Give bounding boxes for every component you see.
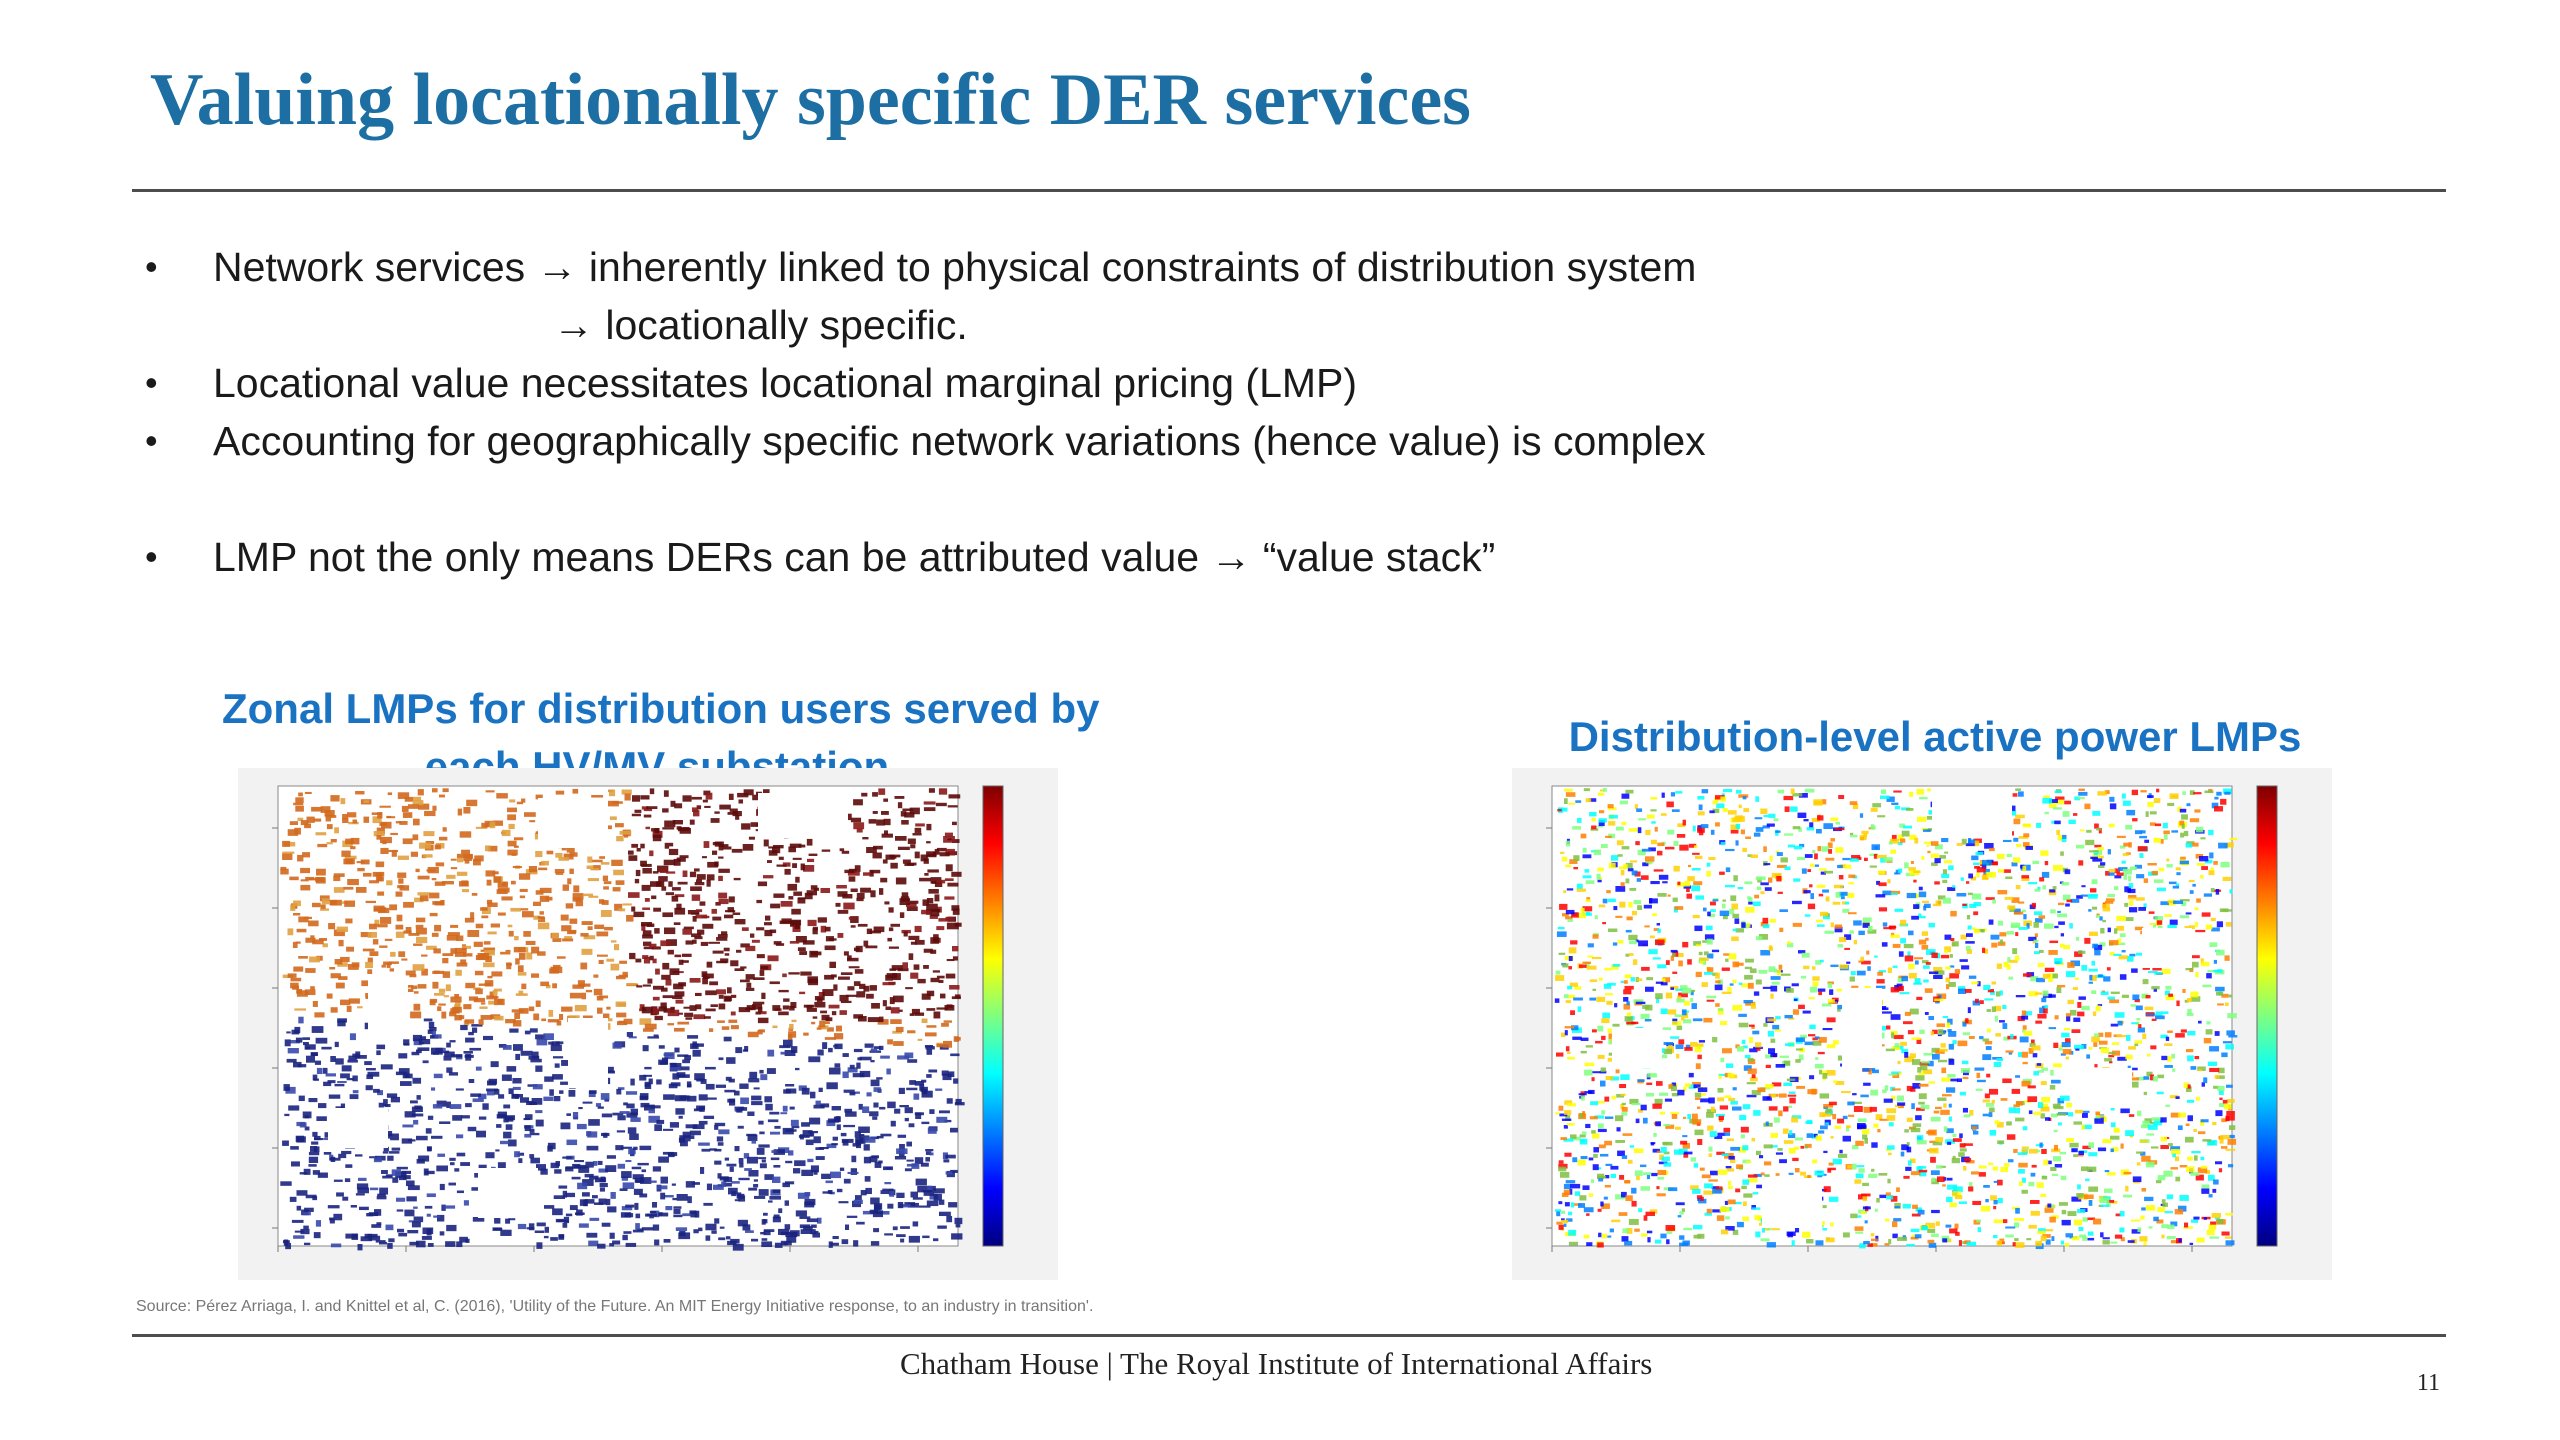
bullet-text: Locational value necessitates locational… bbox=[213, 360, 1358, 406]
bullet-text: “value stack” bbox=[1251, 534, 1496, 580]
active-power-lmp-figure-title: Distribution-level active power LMPs bbox=[1568, 713, 2302, 760]
figure-title-line: Zonal LMPs for distribution users served… bbox=[222, 685, 1100, 732]
bullet-item: • Accounting for geographically specific … bbox=[145, 412, 1706, 470]
active-power-lmp-map bbox=[1512, 768, 2332, 1280]
footer-divider bbox=[132, 1334, 2446, 1337]
page-number: 11 bbox=[2416, 1370, 2440, 1396]
bullet-marker: • bbox=[145, 362, 158, 403]
bullet-spacer bbox=[145, 470, 1706, 528]
source-citation: Source: Pérez Arriaga, I. and Knittel et… bbox=[136, 1298, 1094, 1315]
bullet-marker: • bbox=[145, 420, 158, 461]
bullet-item: • Network services → inherently linked to… bbox=[145, 238, 1706, 296]
slide-title: Valuing locationally specific DER servic… bbox=[150, 59, 1471, 141]
arrow-glyph: → bbox=[1210, 534, 1252, 580]
bullet-continuation: → locationally specific. bbox=[145, 296, 1706, 354]
bullet-marker: • bbox=[145, 246, 158, 287]
bullet-text: Accounting for geographically specific n… bbox=[213, 418, 1706, 464]
footer-organization: Chatham House | The Royal Institute of I… bbox=[900, 1346, 1653, 1381]
bullet-text: inherently linked to physical constraint… bbox=[577, 244, 1697, 290]
zonal-lmp-map bbox=[238, 768, 1058, 1280]
arrow-glyph: → bbox=[553, 302, 594, 348]
bullet-item: • LMP not the only means DERs can be attr… bbox=[145, 528, 1706, 586]
bullet-text: Network services bbox=[213, 244, 537, 290]
bullet-marker: • bbox=[145, 536, 158, 577]
zonal-lmp-figure-title: Zonal LMPs for distribution users served… bbox=[222, 680, 1100, 796]
title-divider bbox=[132, 189, 2446, 192]
bullet-text: locationally specific. bbox=[594, 302, 968, 348]
arrow-glyph: → bbox=[536, 244, 578, 290]
bullet-text: LMP not the only means DERs can be attri… bbox=[213, 534, 1211, 580]
bullet-item: • Locational value necessitates locationa… bbox=[145, 354, 1706, 412]
bullet-list: • Network services → inherently linked to… bbox=[145, 238, 1706, 586]
